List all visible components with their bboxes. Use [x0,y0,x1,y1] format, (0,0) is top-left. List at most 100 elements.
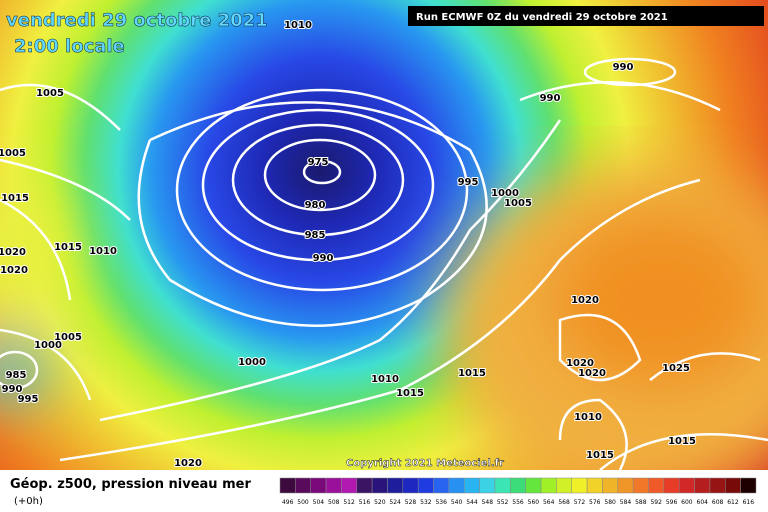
scale-cell [371,477,388,494]
scale-label: 568 [558,499,570,506]
scale-label: 520 [374,499,386,506]
scale-label: 580 [604,499,616,506]
scale-cell [648,477,665,494]
isobar-label: 990 [540,93,561,104]
isobar-label: 1000 [238,357,266,368]
isobar-label: 1015 [458,368,486,379]
isobar-label: 990 [313,253,334,264]
isobar-labels: 1010100599099010059759951000100598010159… [0,19,697,470]
time: 2:00 locale [14,36,125,57]
scale-label: 608 [712,499,724,506]
scale-cell [694,477,711,494]
copyright: Copyright 2021 Meteociel.fr [346,458,504,469]
isobar-label: 1005 [54,332,82,343]
scale-label: 584 [620,499,632,506]
scale-cell [540,477,557,494]
isobar-label: 995 [458,177,479,188]
scale-label: 500 [297,499,309,506]
scale-label: 532 [420,499,432,506]
scale-cell [325,477,342,494]
scale-label: 540 [451,499,463,506]
scale-label: 604 [697,499,709,506]
scale-label: 548 [482,499,494,506]
scale-cell [310,477,327,494]
isobar-label: 1000 [491,188,519,199]
scale-label: 524 [389,499,401,506]
isobar-label: 1015 [668,436,696,447]
scale-label: 576 [589,499,601,506]
isobar-label: 1005 [36,88,64,99]
isobar-label: 985 [305,230,326,241]
scale-label: 508 [328,499,340,506]
scale-cell [678,477,695,494]
isobar-label: 1010 [284,20,312,31]
isobar-label: 1020 [0,247,26,258]
scale-cell [586,477,603,494]
isobar-label: 1015 [54,242,82,253]
scale-label: 560 [528,499,540,506]
scale-cell [510,477,526,494]
isobar-label: 1020 [571,295,599,306]
scale-cell [632,477,649,494]
isobar-label: 980 [305,200,326,211]
scale-label: 572 [574,499,586,506]
scale-cell [525,477,542,494]
run-text: Run ECMWF 0Z du vendredi 29 octobre 2021 [416,12,668,23]
isobar-label: 1020 [578,368,606,379]
isobar-label: 990 [2,384,23,395]
scale-cell [356,477,373,494]
isobar-label: 1000 [34,340,62,351]
scale-label: 504 [313,499,325,506]
scale-label: 612 [727,499,739,506]
scale-cell [571,477,588,494]
scale-label: 556 [512,499,524,506]
scale-label: 592 [650,499,662,506]
scale-cell [448,477,465,494]
scale-cell [602,477,619,494]
scale-cell [725,477,741,494]
scale-label: 564 [543,499,555,506]
scale-label: 552 [497,499,509,506]
run-box [408,6,764,26]
scale-cell [433,477,450,494]
scale-cell [464,477,480,494]
scale-label: 528 [405,499,417,506]
date: vendredi 29 octobre 2021 [6,10,268,31]
isobar-label: 995 [18,394,39,405]
scale-cell [295,477,311,494]
isobar-label: 990 [613,62,634,73]
scale-label: 512 [343,499,355,506]
scale-label: 616 [743,499,755,506]
isobar-label: 1015 [1,193,29,204]
scale-cell [709,477,726,494]
isobar-label: 1015 [396,388,424,399]
map [0,0,768,470]
scale-cell [387,477,404,494]
isobar-label: 1020 [174,458,202,469]
scale-cell [417,477,434,494]
isobar-label: 1020 [566,358,594,369]
scale-label: 536 [435,499,447,506]
scale-label: 496 [282,499,294,506]
scale-label: 600 [681,499,693,506]
scale-cell [494,477,511,494]
legend-title: Géop. z500, pression niveau mer [10,477,251,492]
scale-cell [617,477,634,494]
scale-cell [556,477,572,494]
isobar-label: 1010 [89,246,117,257]
isobar-label: 1020 [0,265,28,276]
isobar-label: 1010 [574,412,602,423]
isobar-label: 1010 [371,374,399,385]
scale-cell [341,477,358,494]
color-scale: 496 500 504 508 512 516 520 524 528 532 536 540 544 5… [279,477,757,506]
scale-cell [279,477,296,494]
scale-label: 596 [666,499,678,506]
isobar-label: 1005 [0,148,26,159]
isobar-label: 985 [6,370,27,381]
isobar-label: 1015 [586,450,614,461]
isobar-label: 1025 [662,363,690,374]
scale-label: 544 [466,499,478,506]
scale-cell [479,477,496,494]
legend-step: (+0h) [14,496,43,507]
